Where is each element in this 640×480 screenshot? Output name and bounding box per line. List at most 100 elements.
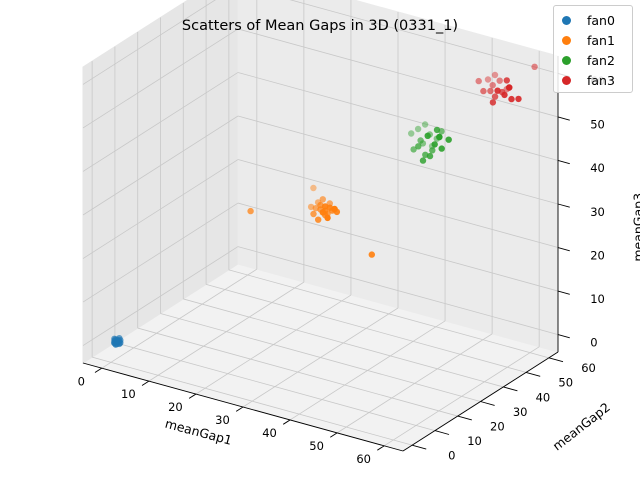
point-fan3 [484,76,492,83]
y-tick-mark [548,357,564,363]
point-fan2 [429,147,436,154]
z-grid-left [82,115,239,216]
point-fan1 [310,210,317,218]
z-tick-label: 10 [590,292,605,306]
point-fan2 [426,152,434,160]
y-tick-mark [411,444,427,450]
point-fan2 [436,133,443,141]
x-tick-label: 60 [356,452,371,466]
point-fan3 [506,84,513,91]
x-tick-label: 30 [215,413,230,427]
y-tick-mark [525,371,541,377]
z-grid-back [237,202,559,292]
z-tick-mark [557,334,570,339]
point-fan1 [310,184,317,192]
point-fan1 [247,207,254,215]
legend-label: fan3 [587,72,615,88]
point-fan2 [419,157,427,164]
y-tick-label: 10 [467,434,482,448]
x-tick-mark [235,406,244,412]
point-fan1 [315,216,322,223]
point-fan3 [494,87,501,94]
point-fan2 [415,143,422,150]
point-fan2 [417,137,424,144]
x-tick-label: 0 [78,374,85,388]
point-fan3 [491,93,499,100]
y-tick-label: 0 [448,449,455,463]
point-fan2 [421,121,429,128]
x-tick-label: 40 [262,426,277,440]
point-fan2 [414,125,422,133]
y-grid-floor [205,283,527,373]
z-axis-label: meanGap3 [631,193,640,262]
y-grid-floor [137,327,458,417]
point-fan3 [503,77,510,84]
point-fan3 [496,77,503,84]
legend-item-fan0: fan0 [562,10,615,30]
z-tick-mark [557,203,570,208]
x-tick-label: 10 [121,387,136,401]
point-fan1 [324,214,331,222]
point-fan3 [489,99,497,106]
z-grid-back [289,0,559,74]
y-tick-label: 60 [581,361,596,375]
z-tick-label: 20 [590,248,605,262]
z-tick-mark [557,290,570,295]
y-grid-floor [114,342,436,432]
y-grid-floor [228,269,549,359]
legend-marker [562,55,571,65]
point-fan1 [331,205,338,213]
point-fan2 [433,126,441,134]
point-fan3 [480,87,487,95]
point-fan3 [508,95,515,103]
point-fan3 [501,91,508,99]
y-tick-mark [503,386,518,392]
z-tick-mark [557,247,570,252]
z-grid-left [82,0,216,85]
point-fan1 [319,196,326,203]
y-grid-floor [183,298,504,388]
z-grid-left [82,28,239,129]
point-fan1 [319,209,327,216]
legend-marker [562,75,571,85]
point-fan3 [489,82,496,89]
z-tick-label: 50 [590,118,605,132]
z-tick-mark [557,116,570,121]
z-grid-left [82,159,239,259]
legend-marker [562,35,571,45]
y-tick-label: 30 [513,405,528,419]
point-fan3 [491,71,499,79]
point-fan3 [531,63,538,70]
z-tick-label: 30 [590,205,605,219]
point-fan3 [475,77,482,85]
y-tick-label: 40 [536,390,551,404]
z-grid-back [237,246,559,335]
grid-lines [82,0,559,447]
point-fan2 [410,146,417,153]
chart-title: Scatters of Mean Gaps in 3D (0331_1) [182,18,458,34]
axis-lines [82,56,570,452]
x-tick-mark [330,432,338,438]
legend-marker [562,15,571,25]
x-tick-mark [188,393,197,399]
z-grid-back [237,115,559,205]
z-tick-label: 0 [590,335,597,349]
z-grid-left [82,246,239,346]
y-tick-label: 20 [490,419,505,433]
legend-label: fan0 [587,12,615,28]
y-tick-mark [457,415,472,421]
legend: fan0 fan1 fan2 fan3 [553,5,633,93]
point-fan0 [115,337,123,345]
z-grid-back [237,159,559,248]
legend-label: fan2 [587,52,615,68]
point-fan3 [515,95,522,103]
z-grid-left [82,72,239,172]
x-tick-mark [377,445,385,451]
y-tick-mark [480,401,495,406]
y-tick-label: 50 [558,376,573,390]
point-fan3 [487,87,494,95]
legend-item-fan1: fan1 [562,30,615,50]
z-grid-left [82,202,239,303]
z-grid-back [237,72,559,161]
